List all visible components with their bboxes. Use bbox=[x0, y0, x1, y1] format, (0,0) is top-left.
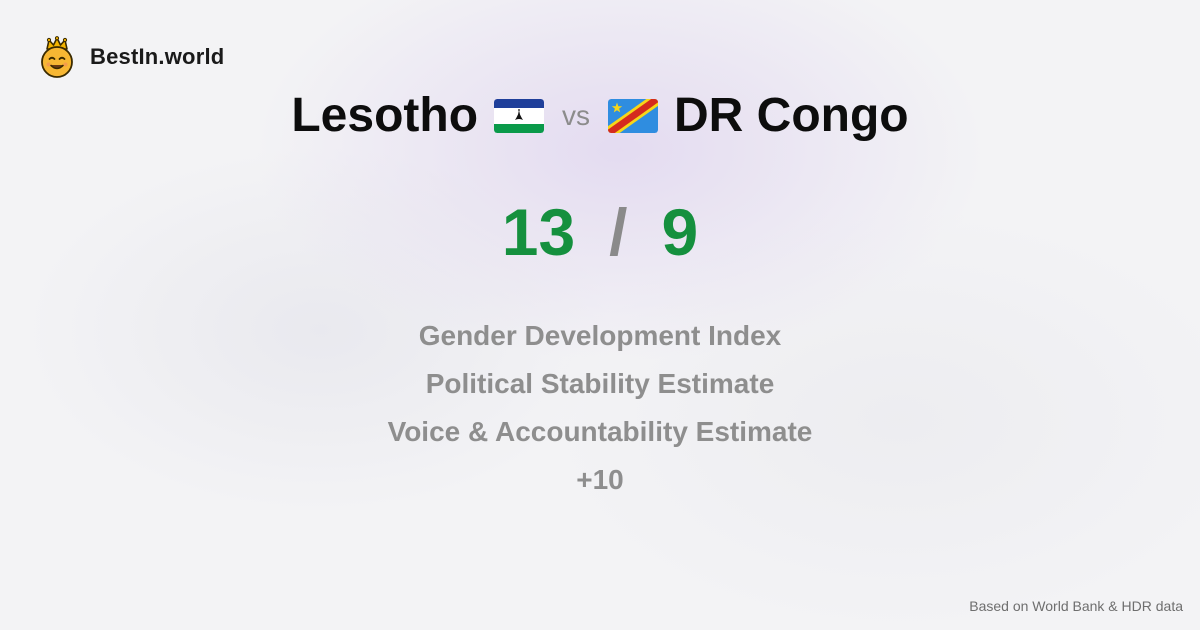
score-display: 13 / 9 bbox=[0, 192, 1200, 272]
metric-item: Gender Development Index bbox=[418, 320, 782, 351]
metric-item: Political Stability Estimate bbox=[425, 368, 775, 399]
data-source-note: Based on World Bank & HDR data bbox=[969, 598, 1183, 614]
lesotho-flag-icon bbox=[494, 99, 545, 133]
right-score: 9 bbox=[661, 195, 699, 269]
left-country-name[interactable]: Lesotho bbox=[291, 89, 479, 142]
left-score: 13 bbox=[501, 195, 576, 269]
vs-label: vs bbox=[562, 100, 591, 131]
brand-header[interactable]: BestIn.world bbox=[38, 36, 224, 78]
metric-item: Voice & Accountability Estimate bbox=[387, 416, 813, 447]
brand-name: BestIn.world bbox=[90, 44, 225, 69]
more-metrics-count: +10 bbox=[576, 464, 624, 495]
right-country-name[interactable]: DR Congo bbox=[674, 89, 909, 142]
dr-congo-flag-icon bbox=[608, 99, 659, 133]
crowned-smiley-icon bbox=[41, 36, 73, 78]
comparison-title: Lesotho vs DR Congo bbox=[0, 86, 1200, 146]
score-separator: / bbox=[609, 195, 628, 269]
metrics-list: Gender Development Index Political Stabi… bbox=[0, 312, 1200, 504]
